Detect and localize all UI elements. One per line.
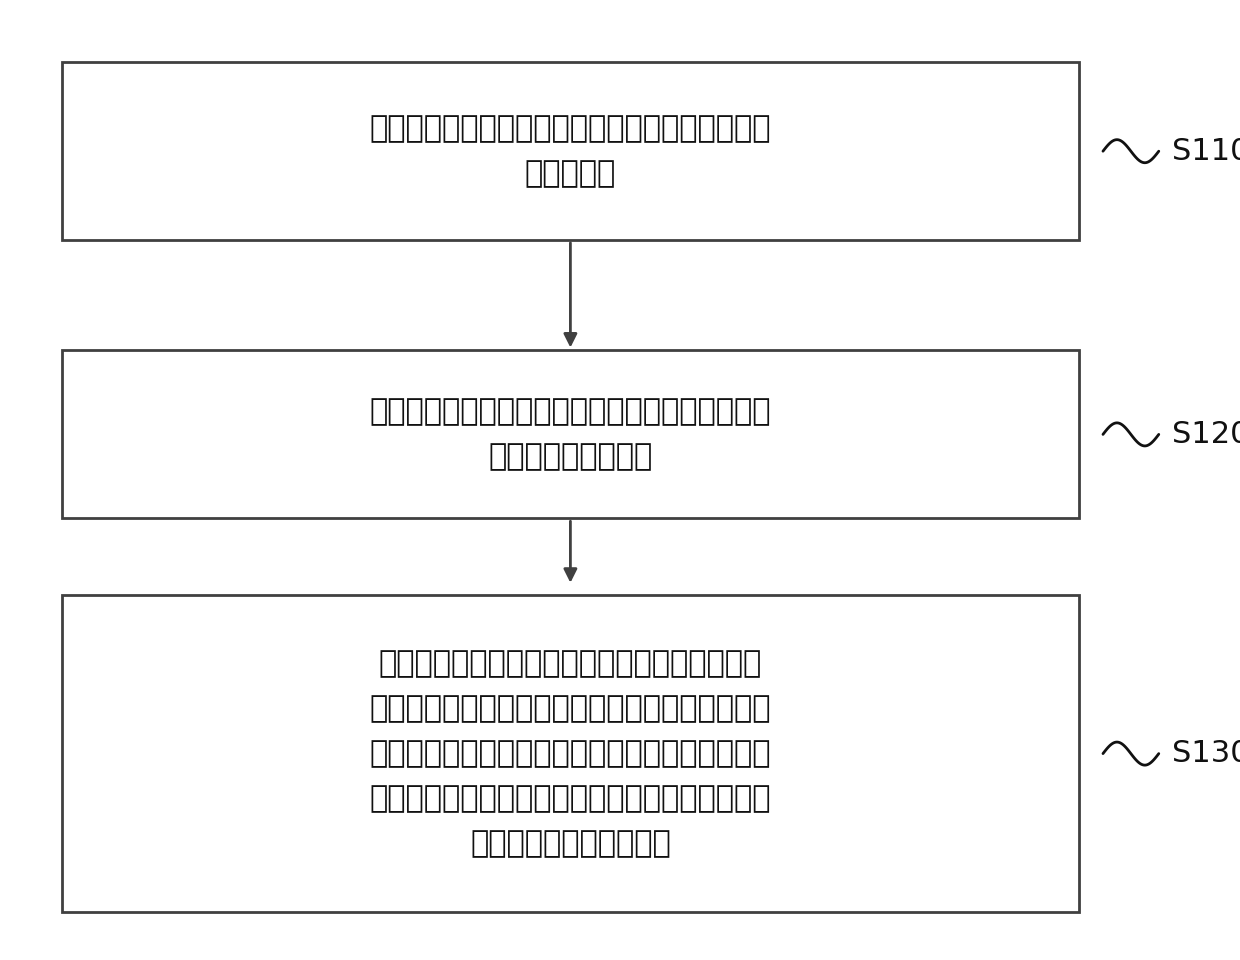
- Text: 根据预设的扭矩模型，确定各稳态工况下所述扭矩
模型输出的计算扭矩: 根据预设的扭矩模型，确定各稳态工况下所述扭矩 模型输出的计算扭矩: [370, 397, 771, 471]
- Text: S130: S130: [1172, 739, 1240, 768]
- FancyBboxPatch shape: [62, 350, 1079, 518]
- Text: S110: S110: [1172, 136, 1240, 166]
- Text: 根据所述计算扭矩和实际扭矩，结合预设规则确
定所述试验发动机的最优扭矩和所对应工况的信息
关联表，以使匹配所述试验发动机的车辆实际行驶
时，根据所述信息关联表确: 根据所述计算扭矩和实际扭矩，结合预设规则确 定所述试验发动机的最优扭矩和所对应工…: [370, 649, 771, 858]
- Text: S120: S120: [1172, 420, 1240, 449]
- Text: 获取台架试验中试验发动机在至少一个稳态工况下
的测量数据: 获取台架试验中试验发动机在至少一个稳态工况下 的测量数据: [370, 114, 771, 188]
- FancyBboxPatch shape: [62, 595, 1079, 912]
- FancyBboxPatch shape: [62, 62, 1079, 240]
